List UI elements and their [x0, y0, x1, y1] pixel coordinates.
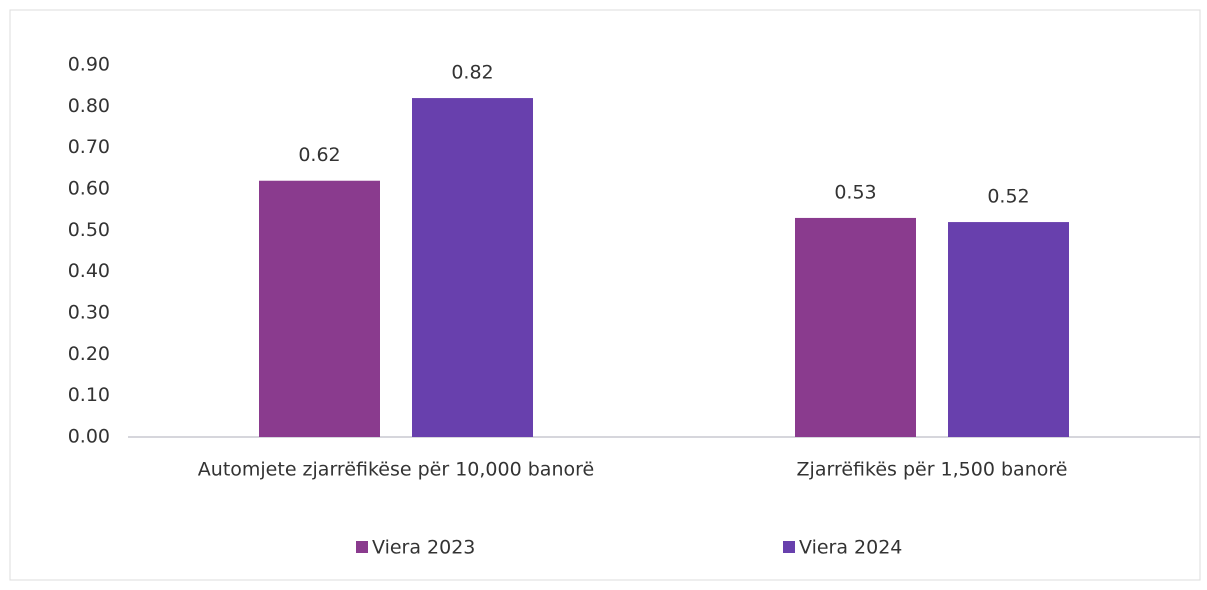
bar [412, 98, 533, 438]
bar [259, 180, 380, 437]
data-label: 0.82 [451, 62, 493, 84]
data-label: 0.53 [834, 181, 876, 203]
y-tick-label: 0.60 [68, 178, 110, 200]
y-tick-label: 0.90 [68, 54, 110, 76]
legend-label: Viera 2023 [372, 537, 475, 559]
y-tick-label: 0.50 [68, 219, 110, 241]
y-tick-label: 0.30 [68, 302, 110, 324]
bar [948, 222, 1069, 437]
legend-swatch [356, 541, 368, 553]
y-tick-label: 0.00 [68, 426, 110, 448]
y-tick-label: 0.10 [68, 384, 110, 406]
y-tick-label: 0.70 [68, 136, 110, 158]
data-label: 0.62 [298, 144, 340, 166]
x-tick-label: Zjarrëfikës për 1,500 banorë [797, 459, 1068, 481]
chart-frame [9, 9, 1201, 581]
data-label: 0.52 [987, 186, 1029, 208]
legend-swatch [783, 541, 795, 553]
legend-label: Viera 2024 [799, 537, 902, 559]
x-tick-label: Automjete zjarrëfikëse për 10,000 banorë [198, 459, 594, 481]
y-tick-label: 0.20 [68, 343, 110, 365]
bar [795, 217, 916, 437]
y-tick-label: 0.80 [68, 95, 110, 117]
y-tick-label: 0.40 [68, 260, 110, 282]
